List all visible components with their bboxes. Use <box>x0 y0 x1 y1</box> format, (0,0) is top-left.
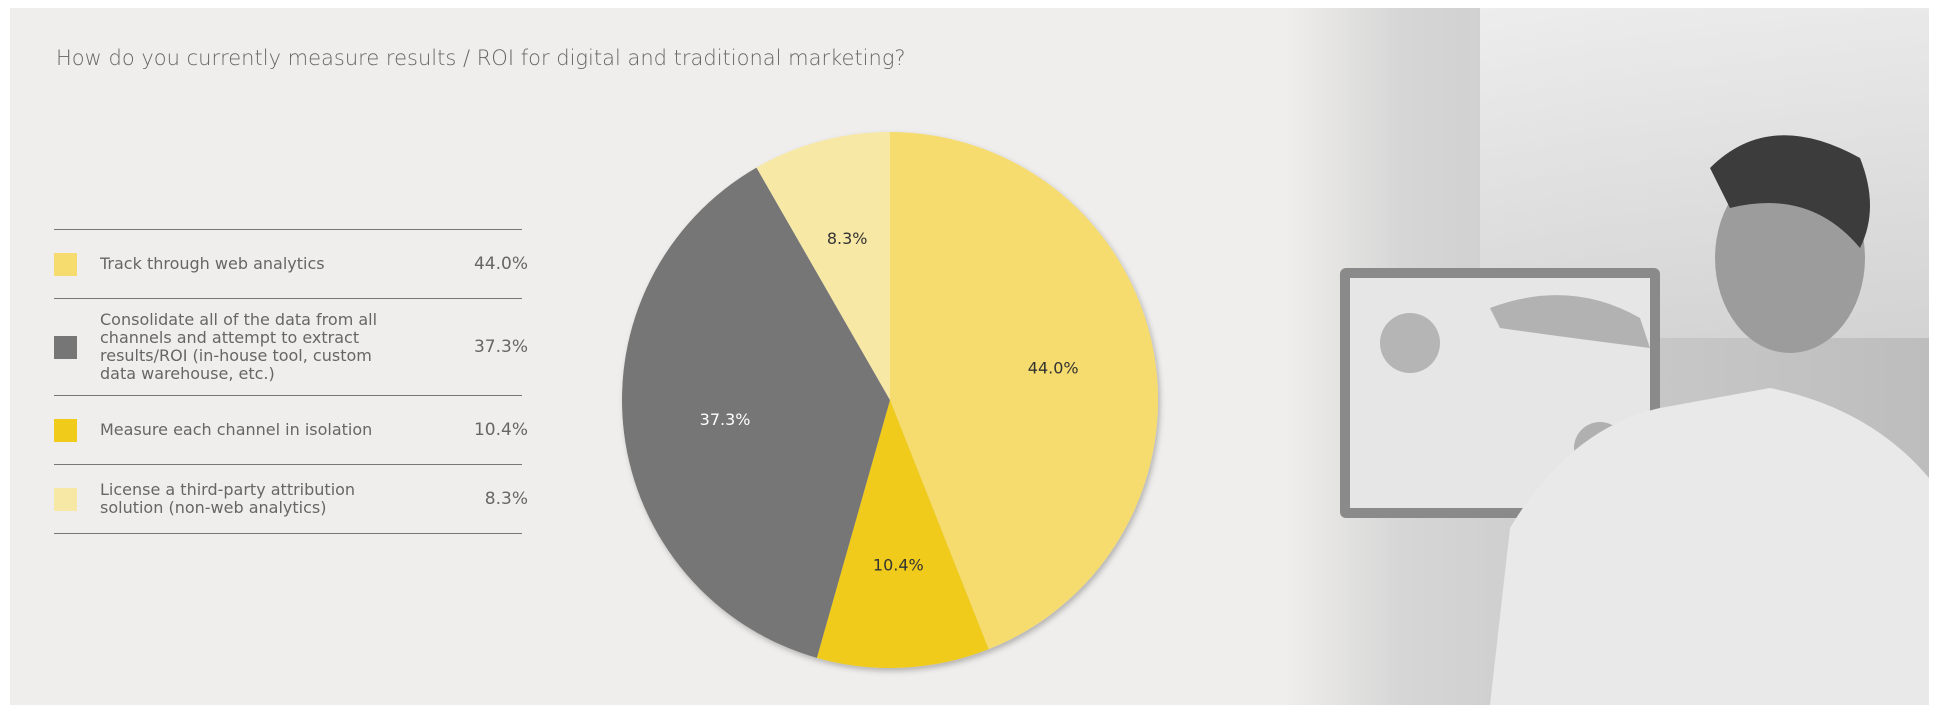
legend-label: Track through web analytics <box>100 254 325 273</box>
legend-value: 44.0% <box>473 254 528 274</box>
data-label: 44.0% <box>1028 358 1079 377</box>
legend-swatch <box>54 418 77 442</box>
legend-row: Measure each channel in isolation 10.4% <box>54 396 528 465</box>
data-label: 37.3% <box>700 410 751 429</box>
legend-label: Measure each channel in isolation <box>100 420 373 439</box>
legend-row: Consolidate all of the data from all cha… <box>54 299 528 396</box>
chart: 44.0% 10.4% 37.3% 8.3% <box>622 8 1929 705</box>
panel: How do you currently measure results / R… <box>10 8 1929 705</box>
chart-title: How do you currently measure results / R… <box>56 46 906 70</box>
legend-swatch <box>54 335 77 359</box>
legend-row: Track through web analytics 44.0% <box>54 230 528 299</box>
pie-slice <box>756 132 890 400</box>
legend-value: 8.3% <box>484 489 528 509</box>
pie-slice <box>816 400 989 668</box>
legend-value: 37.3% <box>473 337 528 357</box>
photo <box>1286 8 1929 705</box>
legend: Track through web analytics 44.0% Consolid… <box>54 229 528 534</box>
legend-label: License a third-party attribution soluti… <box>100 480 356 517</box>
pie <box>622 132 1158 668</box>
legend-swatch <box>54 487 77 511</box>
pie-slice <box>622 167 890 658</box>
legend-label: Consolidate all of the data from all cha… <box>100 310 378 383</box>
legend-swatch <box>54 252 77 276</box>
legend-row: License a third-party attribution soluti… <box>54 465 528 534</box>
pie-slice <box>890 132 1158 650</box>
data-label: 10.4% <box>873 555 924 574</box>
data-label: 8.3% <box>827 229 868 248</box>
legend-value: 10.4% <box>473 420 528 440</box>
